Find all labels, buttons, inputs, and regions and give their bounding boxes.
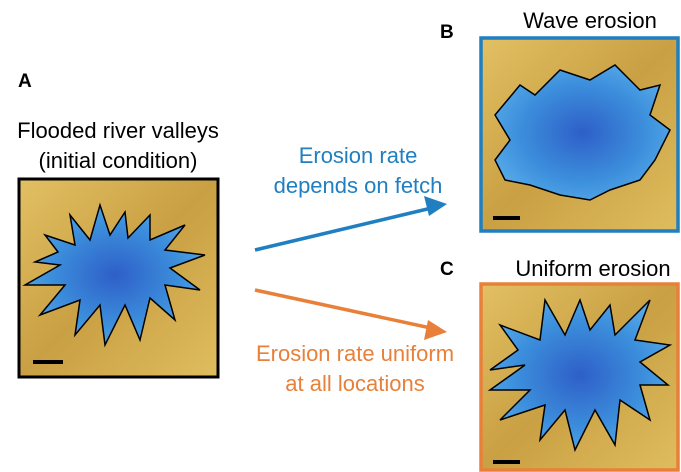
- panel-a-map: [19, 179, 218, 377]
- panel-letter: B: [440, 22, 454, 43]
- arrow-label: Erosion rate: [299, 143, 418, 168]
- panel-title: Flooded river valleys: [17, 118, 219, 143]
- arrow: [255, 206, 440, 250]
- panel-c-map: [481, 284, 678, 470]
- arrow-head: [424, 196, 447, 216]
- panel-title: Wave erosion: [523, 8, 657, 33]
- panel-title: Uniform erosion: [515, 256, 670, 281]
- panel-letter: A: [18, 71, 32, 92]
- arrow-label: depends on fetch: [274, 173, 443, 198]
- panel-title: (initial condition): [39, 148, 198, 173]
- arrow: [255, 290, 440, 330]
- figure: A Flooded river valleys (initial conditi…: [0, 0, 681, 472]
- arrow-label: Erosion rate uniform: [256, 341, 454, 366]
- arrow-label: at all locations: [285, 371, 424, 396]
- panel-b-map: [481, 38, 678, 231]
- panel-letter: C: [440, 259, 454, 280]
- arrow-head: [424, 320, 447, 340]
